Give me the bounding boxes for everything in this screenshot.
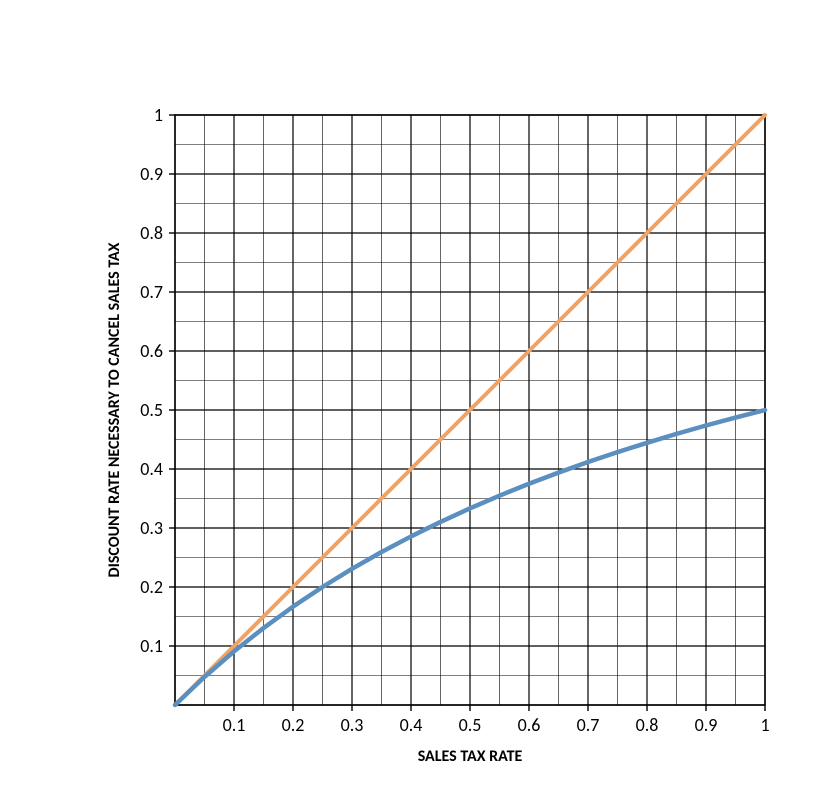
x-tick-label: 0.5	[459, 714, 482, 736]
x-axis-label: SALES TAX RATE	[175, 747, 765, 766]
x-tick-label: 0.2	[282, 714, 305, 736]
y-tick-label: 0.2	[140, 576, 163, 598]
chart-container: 0.1 0.2 0.3 0.4 0.5 0.6 0.7 0.8 0.9 1 0.1 0.2 0.3 0.4…	[0, 0, 839, 806]
y-tick-label: 1	[154, 104, 163, 126]
y-axis-label: DISCOUNT RATE NECESSARY TO CANCEL SALES …	[105, 115, 124, 705]
y-tick-label: 0.5	[140, 399, 163, 421]
x-tick-label: 0.9	[695, 714, 718, 736]
chart-svg: 0.1 0.2 0.3 0.4 0.5 0.6 0.7 0.8 0.9 1 0.1 0.2 0.3 0.4…	[0, 0, 839, 806]
x-tick-label: 1	[760, 714, 769, 736]
x-tick-label: 0.4	[400, 714, 423, 736]
x-tick-label: 0.3	[341, 714, 364, 736]
x-tick-label: 0.1	[223, 714, 246, 736]
y-tick-label: 0.1	[140, 635, 163, 657]
y-tick-label: 0.3	[140, 517, 163, 539]
y-tick-label: 0.7	[140, 281, 163, 303]
x-tick-label: 0.7	[577, 714, 600, 736]
x-tick-label: 0.8	[636, 714, 659, 736]
y-tick-label: 0.8	[140, 222, 163, 244]
y-tick-label: 0.9	[140, 163, 163, 185]
x-tick-label: 0.6	[518, 714, 541, 736]
y-tick-label: 0.4	[140, 458, 163, 480]
y-tick-label: 0.6	[140, 340, 163, 362]
